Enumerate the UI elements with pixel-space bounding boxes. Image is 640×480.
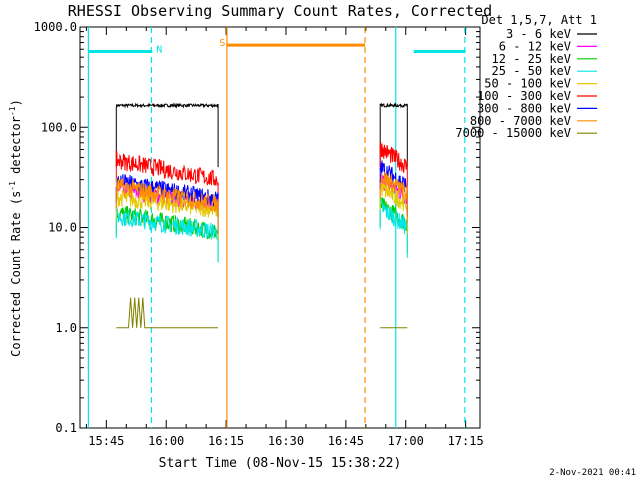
series-line xyxy=(379,199,408,258)
legend-entry-label: 300 - 800 keV xyxy=(477,101,571,115)
x-tick-label: 16:15 xyxy=(208,434,244,448)
series-line xyxy=(115,178,219,235)
legend-entry-label: 7000 - 15000 keV xyxy=(455,126,571,140)
footer-date: 2-Nov-2021 00:41 xyxy=(549,468,636,478)
legend-entry-label: 6 - 12 keV xyxy=(499,39,571,53)
plot-area: 0.1 1.0 10.0 100.0 1000.0 15:45 16:00 16:15 16:3… xyxy=(34,20,484,448)
x-tick-label: 17:00 xyxy=(388,434,424,448)
y-tick-label: 100.0 xyxy=(41,120,77,134)
x-tick-label: 16:45 xyxy=(328,434,364,448)
flag-label: S xyxy=(219,38,225,49)
legend-entry-label: 25 - 50 keV xyxy=(492,64,571,78)
y-tick-label: 1.0 xyxy=(55,321,77,335)
flag-label: N xyxy=(156,44,162,55)
y-tick-label: 10.0 xyxy=(48,221,77,235)
legend-entry-label: 12 - 25 keV xyxy=(492,52,571,66)
y-axis-label-part: ) xyxy=(9,99,23,106)
y-axis-label-sup: -1 xyxy=(8,106,17,116)
series-line xyxy=(115,150,219,210)
series-line xyxy=(115,207,219,263)
series-line xyxy=(379,102,408,168)
series-line xyxy=(379,142,408,198)
series-line xyxy=(379,160,408,217)
chart-title: RHESSI Observing Summary Count Rates, Co… xyxy=(68,2,492,20)
legend-entry-label: 100 - 300 keV xyxy=(477,89,571,103)
series-line xyxy=(379,171,408,224)
series-line xyxy=(379,181,408,235)
series-line xyxy=(115,102,219,168)
y-axis-label-sup: -1 xyxy=(8,181,17,191)
x-axis-label: Start Time (08-Nov-15 15:38:22) xyxy=(159,456,402,471)
legend-entry-label: 800 - 7000 keV xyxy=(470,114,571,128)
legend-entry-label: 3 - 6 keV xyxy=(506,27,571,41)
x-tick-label: 16:30 xyxy=(268,434,304,448)
legend-entry-label: 50 - 100 keV xyxy=(484,77,571,91)
y-axis-label: Corrected Count Rate (s-1 detector-1) xyxy=(8,99,23,357)
y-tick-label: 0.1 xyxy=(55,421,77,435)
plot-frame xyxy=(79,26,481,429)
y-tick-label: 1000.0 xyxy=(34,20,77,34)
legend-header: Det 1,5,7, Att 1 xyxy=(481,13,597,27)
y-axis-label-part: detector xyxy=(9,116,23,181)
series-line xyxy=(116,297,219,329)
y-axis-label-part: Corrected Count Rate (s xyxy=(9,191,23,357)
x-tick-label: 16:00 xyxy=(148,434,184,448)
x-tick-label: 15:45 xyxy=(88,434,124,448)
x-tick-label: 17:15 xyxy=(448,434,484,448)
